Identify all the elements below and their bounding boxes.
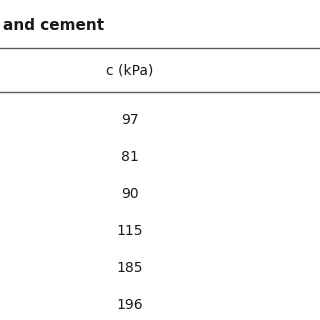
Text: 81: 81: [121, 150, 139, 164]
Text: 90: 90: [121, 187, 139, 201]
Text: 97: 97: [121, 113, 139, 127]
Text: 185: 185: [117, 261, 143, 275]
Text: and cement: and cement: [3, 18, 104, 33]
Text: 115: 115: [117, 224, 143, 238]
Text: 196: 196: [117, 298, 143, 312]
Text: c (kPa): c (kPa): [106, 63, 154, 77]
